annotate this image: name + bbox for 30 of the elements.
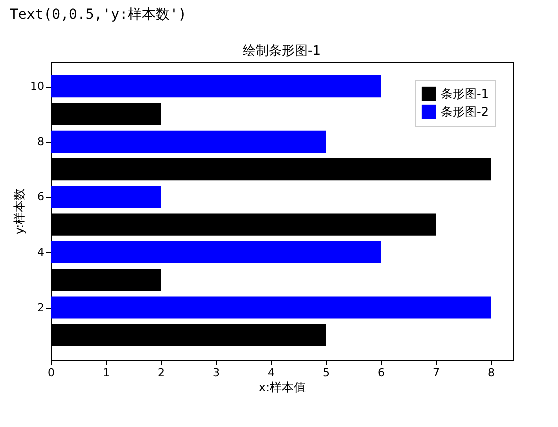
x-tick-label: 5: [323, 366, 330, 380]
x-tick-label: 6: [378, 366, 385, 380]
x-tick-label: 8: [488, 366, 495, 380]
legend-label: 条形图-2: [441, 105, 489, 119]
bar: [51, 241, 381, 264]
chart-title: 绘制条形图-1: [243, 44, 321, 59]
x-tick-label: 3: [213, 366, 220, 380]
bar: [51, 269, 161, 292]
y-tick-label: 2: [38, 301, 44, 314]
bar: [51, 186, 161, 208]
x-tick-label: 0: [48, 366, 55, 380]
y-tick-label: 6: [38, 190, 44, 204]
x-tick-label: 1: [103, 366, 110, 380]
y-tick-label: 10: [30, 80, 44, 94]
y-tick-label: 8: [38, 135, 44, 148]
bar: [51, 130, 326, 153]
x-tick-label: 7: [433, 366, 440, 380]
y-axis-title: y:样本数: [12, 188, 27, 235]
x-tick-label: 2: [158, 366, 165, 380]
text: Text(0,0.5,'y:样本数'): [10, 6, 187, 24]
y-tick-label: 4: [38, 246, 44, 259]
bar: [51, 324, 326, 346]
x-axis-title: x:样本值: [258, 380, 306, 394]
bar: [51, 103, 161, 126]
bar: [51, 158, 491, 181]
bar: [51, 214, 436, 236]
bar: [51, 296, 491, 319]
x-tick-label: 4: [268, 366, 275, 380]
legend-label: 条形图-1: [441, 87, 489, 101]
bar: [51, 76, 381, 98]
